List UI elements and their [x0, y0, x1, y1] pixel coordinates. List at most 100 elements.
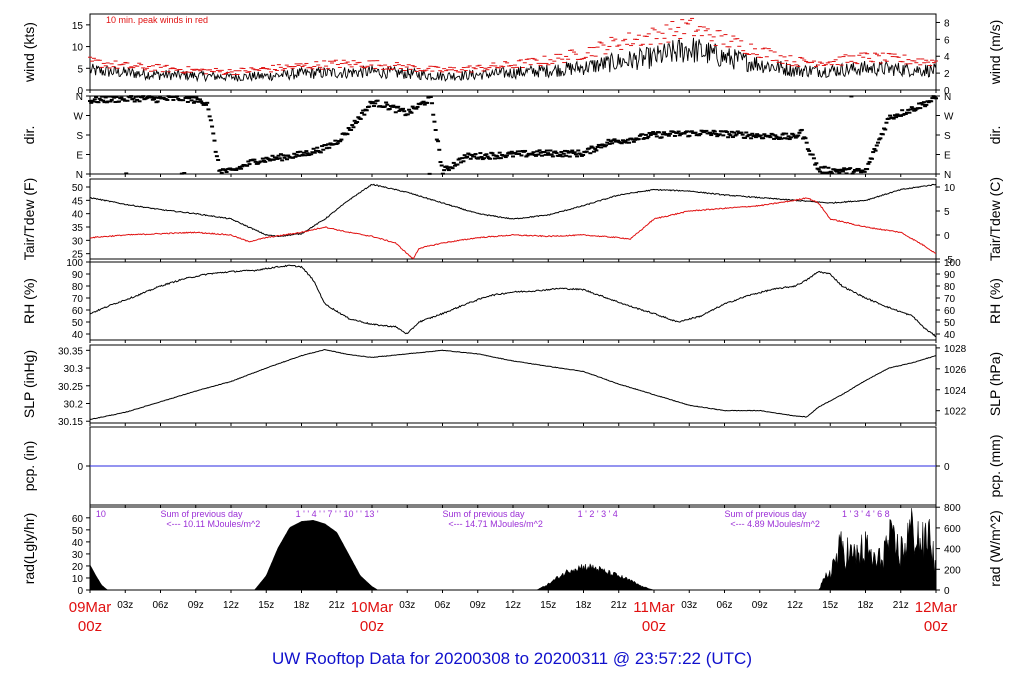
panel-rad: rad(Lgly/hr) rad (W/m^2)01020304050600200… — [21, 503, 1003, 597]
left-tick-label: 0 — [77, 462, 83, 473]
right-axis-label: Tair/Tdew (C) — [987, 177, 1003, 261]
left-axis-label: wind (kts) — [21, 22, 37, 83]
series-direction-points — [88, 95, 938, 175]
hour-tick-label: 18z — [857, 600, 873, 611]
left-tick-label: 5 — [77, 64, 83, 75]
hour-tick-label: 15z — [258, 600, 274, 611]
left-tick-label: 10 — [72, 574, 84, 585]
hour-tick-label: 21z — [329, 600, 345, 611]
radiation-annotation: <--- 14.71 MJoules/m^2 — [448, 519, 543, 529]
left-tick-label: N — [76, 92, 83, 103]
left-tick-label: 15 — [72, 21, 84, 32]
radiation-annotation: <--- 4.89 MJoules/m^2 — [730, 519, 820, 529]
left-tick-label: 80 — [72, 282, 84, 293]
right-tick-label: E — [944, 151, 951, 162]
panel-frame — [89, 95, 937, 175]
right-tick-label: 6 — [944, 35, 950, 46]
right-tick-label: 100 — [944, 258, 961, 269]
right-tick-label: 0 — [944, 462, 950, 473]
right-tick-label: 600 — [944, 524, 961, 535]
left-tick-label: 50 — [72, 183, 84, 194]
right-axis-label: dir. — [987, 126, 1003, 145]
left-tick-label: 30.25 — [58, 382, 83, 393]
right-tick-label: N — [944, 92, 951, 103]
right-tick-label: 4 — [944, 52, 950, 63]
hour-tick-label: 06z — [716, 600, 732, 611]
date-label-day: 11Mar — [633, 599, 674, 616]
panel-wind: wind (kts) wind (m/s) 0 5 10 15 0 2 4 6 8 10 min. p… — [21, 13, 1003, 97]
right-tick-label: S — [944, 131, 951, 142]
date-label-hour: 00z — [924, 618, 948, 635]
right-tick-label: 80 — [944, 282, 956, 293]
hour-tick-label: 12z — [223, 600, 239, 611]
date-label-hour: 00z — [78, 618, 102, 635]
left-tick-label: 50 — [72, 526, 84, 537]
right-axis-label: rad (W/m^2) — [987, 510, 1003, 587]
date-label-day: 09Mar — [69, 599, 112, 616]
radiation-annotation: 1 ' 2 ' 3 ' 4 — [578, 509, 618, 519]
series-peak-winds — [88, 17, 938, 76]
hour-tick-label: 15z — [540, 600, 556, 611]
right-tick-label: 0 — [944, 86, 950, 97]
left-axis-label: Tair/Tdew (F) — [21, 178, 37, 260]
radiation-annotation: 1 ' ' 4 ' ' 7 ' ' 10 ' ' 13 ' — [296, 509, 379, 519]
right-tick-label: 1026 — [944, 365, 967, 376]
right-tick-label: 0 — [944, 231, 950, 242]
right-tick-label: 800 — [944, 503, 961, 514]
right-tick-label: 200 — [944, 565, 961, 576]
wind-annotation: 10 min. peak winds in red — [106, 15, 208, 25]
panel-slp: SLP (inHg) SLP (hPa) 30.15 30.2 30.25 30.3 30.… — [21, 344, 1003, 428]
left-tick-label: N — [76, 170, 83, 181]
left-tick-label: 30 — [72, 236, 84, 247]
right-axis-label: wind (m/s) — [987, 20, 1003, 86]
left-tick-label: 30.3 — [64, 364, 84, 375]
left-tick-label: 90 — [72, 270, 84, 281]
panel-rh: RH (%) RH (%)4050607080901004050607080901… — [21, 258, 1003, 343]
left-tick-label: 60 — [72, 514, 84, 525]
hour-tick-label: 15z — [822, 600, 838, 611]
left-axis-label: rad(Lgly/hr) — [21, 513, 37, 585]
right-tick-label: 90 — [944, 270, 956, 281]
left-tick-label: 0 — [77, 86, 83, 97]
series-line-tdew — [89, 197, 937, 260]
left-tick-label: 30 — [72, 550, 84, 561]
radiation-annotation: 1 ' 3 ' 4 ' 6 8 — [842, 509, 890, 519]
panel-dir: dir. dir.N NE ES SW WN N — [21, 92, 1003, 181]
left-axis-label: dir. — [21, 126, 37, 145]
left-tick-label: S — [76, 131, 83, 142]
left-tick-label: 25 — [72, 250, 84, 261]
panel-temp: Tair/Tdew (F) Tair/Tdew (C)253035404550-5… — [21, 177, 1003, 266]
date-label-hour: 00z — [642, 618, 666, 635]
right-tick-label: 60 — [944, 306, 956, 317]
series-line-wind — [89, 37, 937, 83]
right-tick-label: 1024 — [944, 386, 967, 397]
left-tick-label: 40 — [72, 330, 84, 341]
left-tick-label: 50 — [72, 318, 84, 329]
left-axis-label: SLP (inHg) — [21, 350, 37, 418]
right-tick-label: 2 — [944, 69, 950, 80]
hour-tick-label: 18z — [575, 600, 591, 611]
left-tick-label: 0 — [77, 586, 83, 597]
date-label-hour: 00z — [360, 618, 384, 635]
time-axis-labels: 03z 06z 09z 12z 15z 18z 21z 03z 06z 09z 12z 15z 18z 2… — [69, 599, 958, 635]
radiation-annotation: <--- 10.11 MJoules/m^2 — [166, 519, 260, 529]
left-tick-label: 30.35 — [58, 346, 83, 357]
left-tick-label: 40 — [72, 538, 84, 549]
radiation-annotation: Sum of previous day — [725, 509, 808, 519]
right-axis-label: RH (%) — [987, 278, 1003, 324]
right-tick-label: 8 — [944, 18, 950, 29]
hour-tick-label: 21z — [611, 600, 627, 611]
hour-tick-label: 06z — [152, 600, 168, 611]
right-tick-label: 1022 — [944, 407, 967, 418]
series-line-slp — [89, 348, 937, 421]
right-tick-label: 10 — [944, 183, 956, 194]
radiation-annotation: Sum of previous day — [443, 509, 526, 519]
radiation-annotation: 10 — [96, 509, 106, 519]
hour-tick-label: 21z — [893, 600, 909, 611]
hour-tick-label: 09z — [752, 600, 768, 611]
left-tick-label: 100 — [66, 258, 83, 269]
left-tick-label: 30.15 — [58, 417, 83, 428]
radiation-annotation: Sum of previous day — [161, 509, 244, 519]
right-tick-label: W — [944, 112, 954, 123]
